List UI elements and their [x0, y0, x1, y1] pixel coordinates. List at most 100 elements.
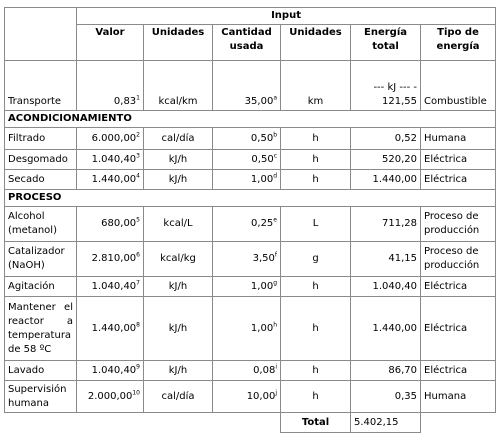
- energy-cell: 0,52: [350, 127, 421, 150]
- row-label: Desgomado: [4, 149, 77, 170]
- footnote-ref: b: [273, 131, 277, 139]
- footnote-ref: 1: [136, 94, 140, 102]
- energy-type-cell: Humana: [419, 380, 497, 413]
- energy-cell: 1.440,00: [350, 296, 421, 361]
- energy-table: Input Valor Unidades Cantidad usada Unidade…: [3, 7, 497, 433]
- section-header: PROCESO: [3, 189, 497, 207]
- value: 1.440,00: [91, 322, 137, 334]
- table-row: Filtrado 6.000,002 cal/día 0,50b h 0,52 Humana: [4, 127, 497, 150]
- table-row: Alcohol (metanol) 680,005 kcal/L 0,25e L 711,…: [4, 206, 497, 242]
- energy-cell: 41,15: [350, 241, 421, 277]
- column-header: Tipo de energía: [419, 24, 497, 61]
- value: 6.000,00: [91, 132, 137, 144]
- quantity-cell: 0,50b: [212, 127, 281, 150]
- footnote-ref: 5: [136, 216, 140, 224]
- value: 2.810,00: [91, 253, 137, 264]
- energy-type-cell: Eléctrica: [419, 276, 497, 297]
- unit-cell: kJ/h: [143, 149, 213, 170]
- row-label: Secado: [4, 169, 77, 190]
- total-value: 5.402,15: [350, 412, 421, 433]
- row-label: Catalizador (NaOH): [4, 241, 77, 277]
- blank-cell: [77, 413, 144, 433]
- unit-cell: h: [280, 360, 351, 381]
- energy-type-cell: Eléctrica: [419, 296, 497, 361]
- energy-type-cell: Eléctrica: [419, 360, 497, 381]
- footnote-ref: 10: [132, 389, 140, 397]
- table-row: Lavado 1.040,409 kJ/h 0,08i h 86,70 Eléctrica: [4, 360, 497, 381]
- blank-cell: [213, 413, 281, 433]
- value: 2.000,00: [87, 390, 133, 402]
- quantity: 35,00: [244, 96, 274, 107]
- footnote-ref: 2: [136, 131, 140, 139]
- unit-cell: kcal/L: [143, 206, 213, 242]
- footnote-ref: e: [273, 216, 277, 224]
- value: 680,00: [101, 218, 137, 229]
- unit-cell: kJ/h: [143, 276, 213, 297]
- quantity: 0,50: [250, 132, 274, 144]
- energy-cell: 711,28: [350, 206, 421, 242]
- unit-cell: kJ/h: [143, 169, 213, 190]
- quantity-cell: 1,00h: [212, 296, 281, 361]
- unit-cell: h: [280, 276, 351, 297]
- blank-cell: [5, 413, 77, 433]
- footnote-ref: g: [273, 279, 277, 287]
- footnote-ref: 9: [136, 363, 140, 371]
- value-cell: 1.440,004: [76, 169, 144, 190]
- value-cell: 2.810,006: [76, 241, 144, 277]
- energy-cell: 86,70: [350, 360, 421, 381]
- quantity: 0,50: [251, 153, 274, 165]
- energy-type-cell: Proceso de producción: [419, 206, 497, 242]
- energy-cell: --- kJ --- - 121,55: [350, 60, 421, 111]
- unit-cell: kJ/h: [143, 296, 213, 361]
- unit-cell: kJ/h: [143, 360, 213, 381]
- column-header: Cantidad usada: [212, 24, 281, 61]
- table-row: Agitación 1.040,407 kJ/h 1,00g h 1.040,40 Eléc…: [4, 276, 497, 297]
- unit-cell: kcal/kg: [143, 241, 213, 277]
- total-row: Total 5.402,15: [5, 412, 496, 433]
- quantity: 1,00: [250, 322, 274, 334]
- row-label: Transporte: [4, 60, 77, 111]
- value: 1.040,40: [91, 280, 137, 292]
- footnote-ref: 3: [136, 152, 140, 160]
- value-cell: 1.040,403: [76, 149, 144, 170]
- row-label: Supervisión humana: [4, 380, 77, 413]
- table-row: ACONDICIONAMIENTO: [3, 110, 497, 128]
- quantity-cell: 0,50c: [212, 149, 281, 170]
- value-cell: 1.040,409: [76, 360, 144, 381]
- corner-cell: [4, 24, 77, 61]
- quantity-cell: 3,50f: [212, 241, 281, 277]
- column-header: Unidades: [280, 24, 351, 61]
- table-row: Desgomado 1.040,403 kJ/h 0,50c h 520,20 Eléctr…: [4, 149, 497, 170]
- table-row: Mantener el reactor a temperatura de 58 …: [4, 296, 497, 361]
- quantity-cell: 1,00g: [212, 276, 281, 297]
- quantity: 10,00: [246, 390, 276, 402]
- footnote-ref: h: [273, 321, 277, 329]
- unit-cell: g: [280, 241, 351, 277]
- unit-cell: cal/día: [143, 127, 213, 150]
- quantity: 0,08: [253, 364, 276, 376]
- section-header: ACONDICIONAMIENTO: [3, 110, 497, 128]
- quantity-cell: 1,00d: [212, 169, 281, 190]
- row-label: Filtrado: [4, 127, 77, 150]
- value-cell: 1.040,407: [76, 276, 144, 297]
- energy-cell: 0,35: [350, 380, 421, 413]
- footnote-ref: 4: [136, 172, 140, 180]
- row-label: Agitación: [4, 276, 77, 297]
- value: 1.040,40: [91, 153, 137, 165]
- energy-type-cell: Proceso de producción: [419, 241, 497, 277]
- unit-cell: kcal/km: [143, 60, 213, 111]
- column-header: Unidades: [143, 24, 213, 61]
- table-row: PROCESO: [3, 189, 497, 207]
- value-cell: 2.000,0010: [76, 380, 144, 413]
- value: 1.040,40: [91, 364, 137, 376]
- unit-cell: h: [280, 127, 351, 150]
- total-label: Total: [280, 412, 351, 433]
- footnote-ref: d: [273, 172, 277, 180]
- unit-cell: cal/día: [143, 380, 213, 413]
- quantity-cell: 10,00j: [212, 380, 281, 413]
- energy-cell: 1.040,40: [350, 276, 421, 297]
- table-row: Secado 1.440,004 kJ/h 1,00d h 1.440,00 Eléctri…: [4, 169, 497, 190]
- footnote-ref: j: [275, 389, 277, 397]
- value-cell: 680,005: [76, 206, 144, 242]
- row-label: Lavado: [4, 360, 77, 381]
